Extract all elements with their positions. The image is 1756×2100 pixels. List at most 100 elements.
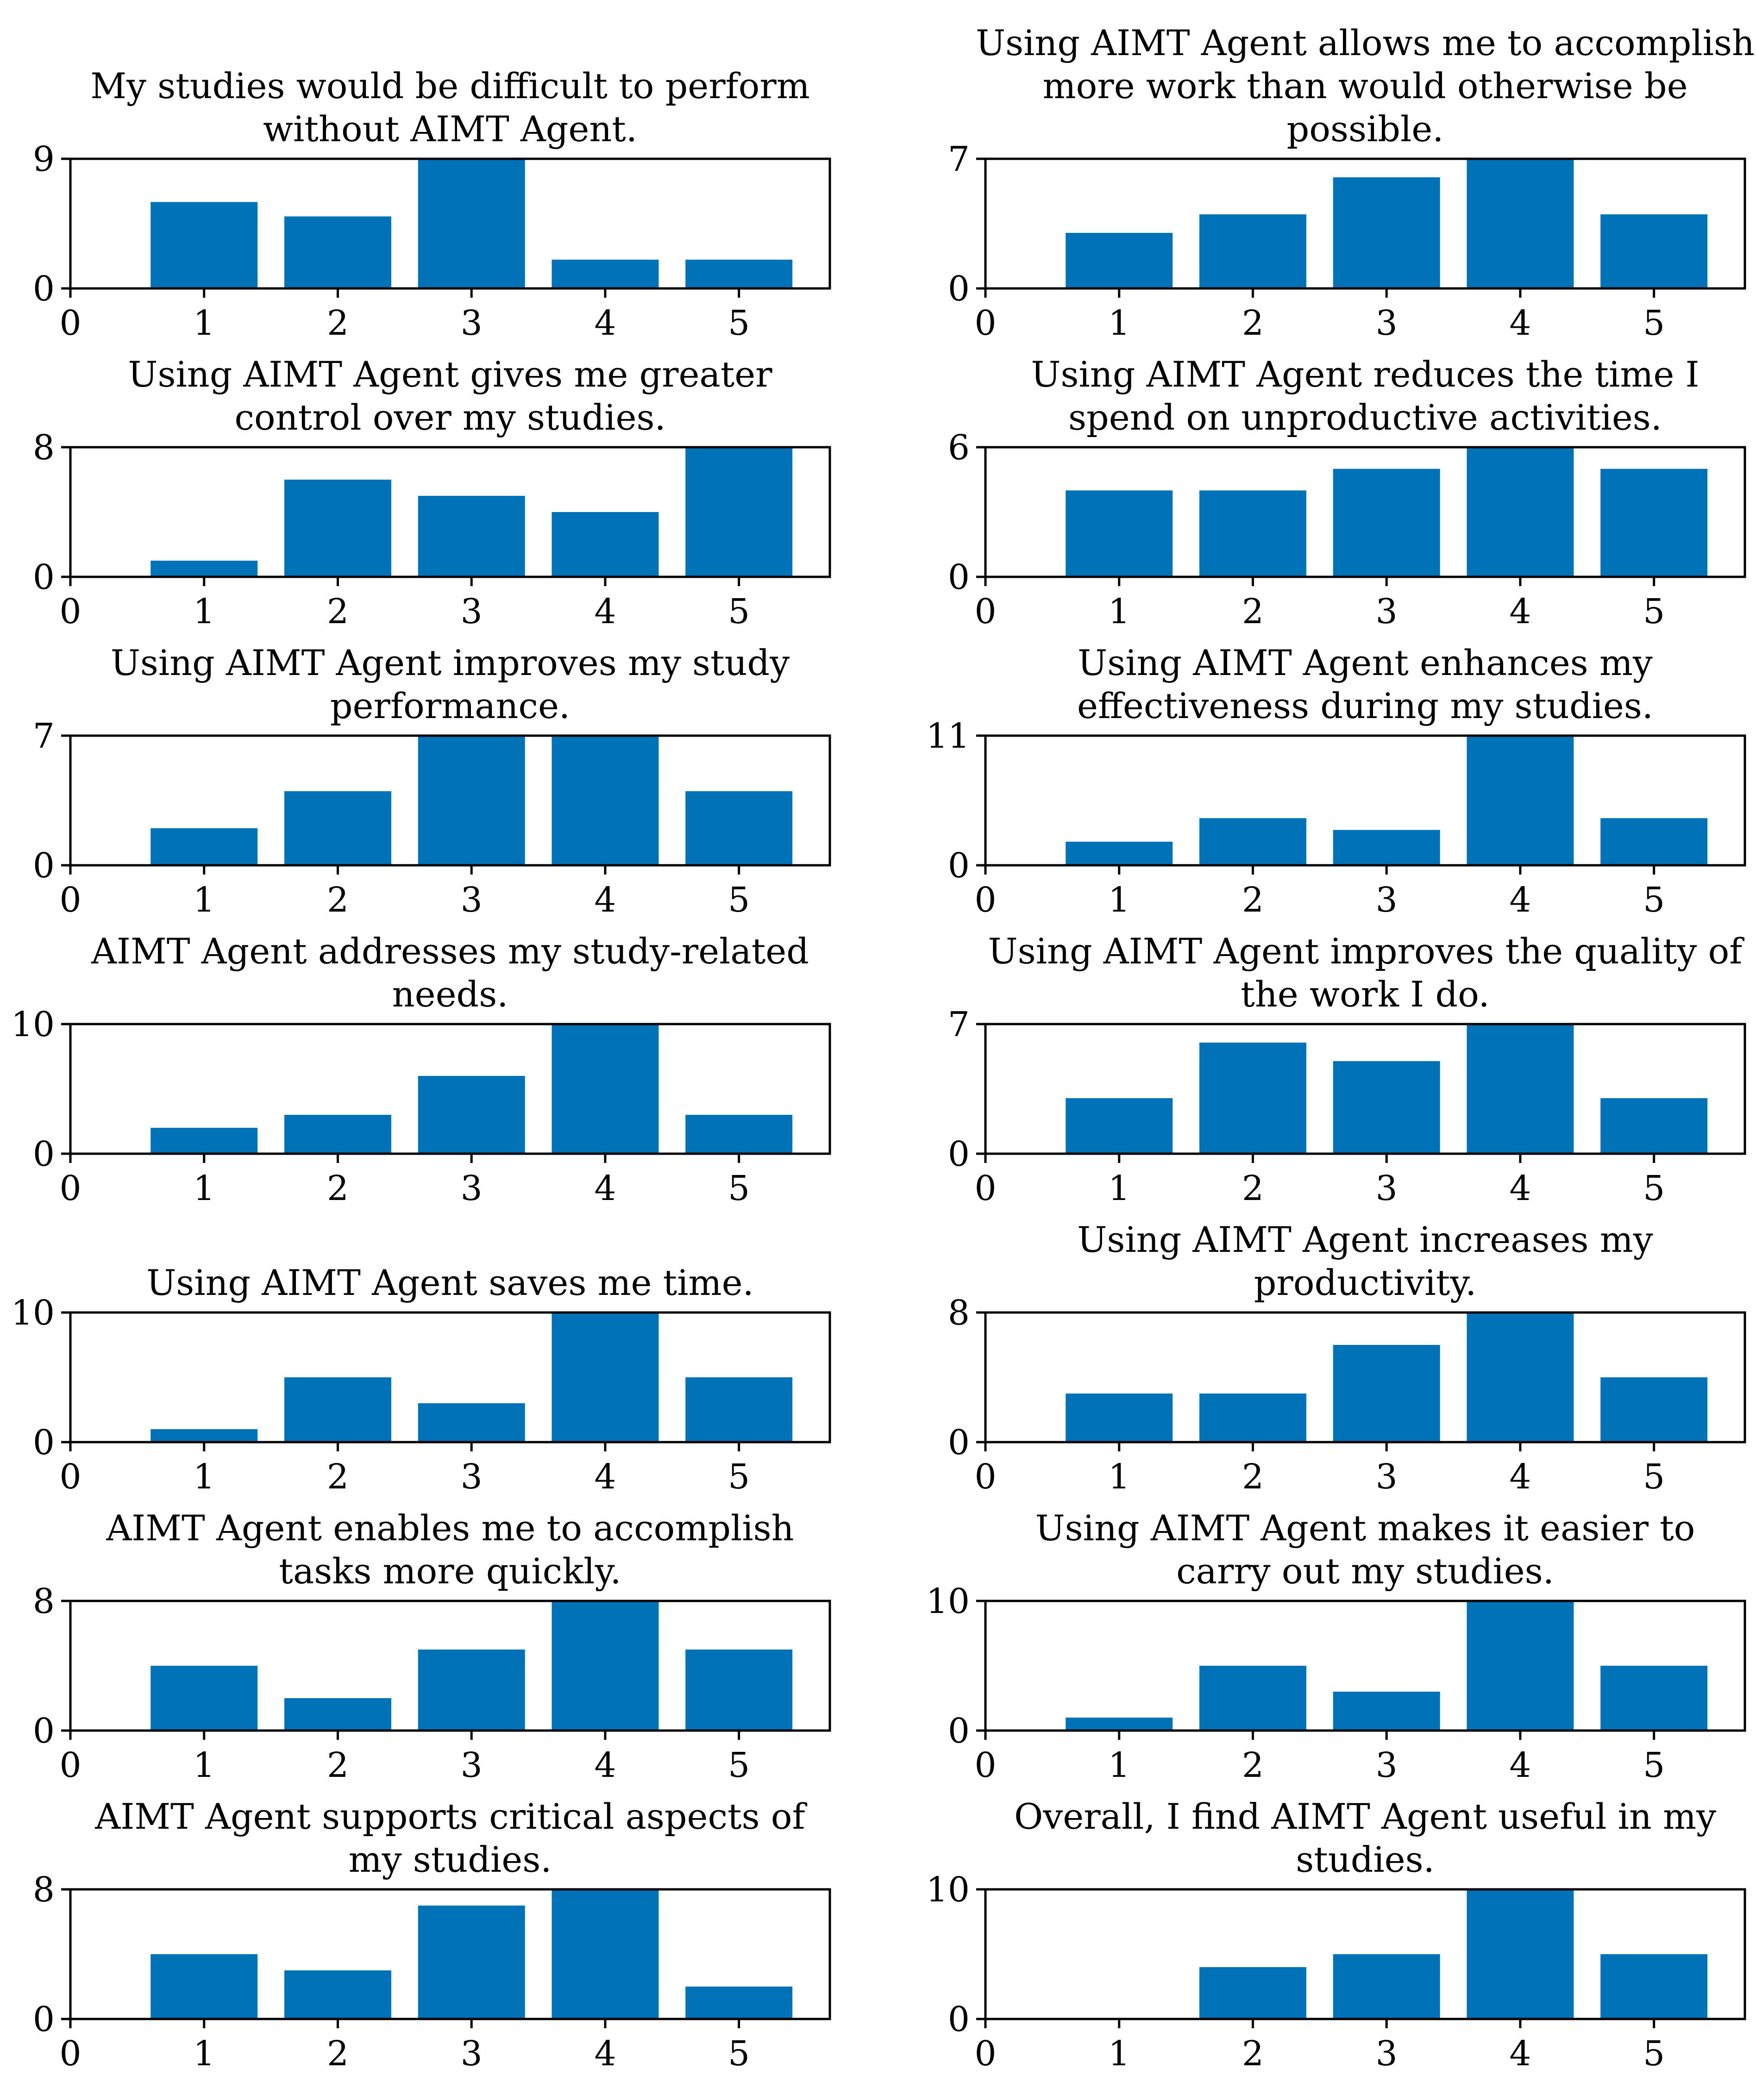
x-tick-label: 1: [1108, 1745, 1130, 1785]
bar-category-4: [1467, 1312, 1574, 1442]
bar-category-4: [552, 1312, 659, 1442]
chart-title-line: Using AIMT Agent enhances my: [1078, 642, 1653, 683]
chart-panel-13: AIMT Agent supports critical aspects ofm…: [33, 1796, 831, 2074]
chart-panel-10: Using AIMT Agent increases myproductivit…: [948, 1219, 1746, 1497]
chart-panel-7: AIMT Agent addresses my study-relatednee…: [11, 931, 831, 1208]
bar-category-3: [1333, 177, 1440, 288]
bar-category-4: [1467, 1889, 1574, 2019]
bar-category-1: [151, 1666, 258, 1731]
chart-title-line: spend on unproductive activities.: [1068, 397, 1662, 438]
chart-title-line: performance.: [330, 685, 570, 726]
x-tick-label: 2: [1242, 303, 1264, 343]
x-tick-label: 1: [193, 303, 215, 343]
x-tick-label: 1: [193, 1745, 215, 1785]
x-tick-label: 3: [1376, 880, 1398, 920]
bar-category-4: [1467, 1601, 1574, 1731]
chart-panel-5: Using AIMT Agent improves my studyperfor…: [33, 642, 831, 920]
x-tick-label: 4: [1509, 1169, 1531, 1208]
bar-category-5: [1600, 1666, 1708, 1731]
y-tick-label: 10: [926, 1581, 970, 1621]
bar-category-1: [1066, 1394, 1173, 1442]
bar-category-2: [284, 1377, 391, 1442]
y-tick-label: 10: [11, 1005, 55, 1044]
bar-category-1: [1066, 842, 1173, 865]
bar-category-2: [284, 1115, 391, 1154]
chart-panel-2: Using AIMT Agent allows me to accomplish…: [948, 22, 1755, 343]
chart-title-line: effectiveness during my studies.: [1077, 685, 1653, 726]
chart-title-line: needs.: [392, 974, 508, 1015]
x-tick-label: 4: [1509, 1457, 1531, 1497]
bar-category-2: [284, 791, 391, 865]
axes-frame: [984, 1600, 1746, 1732]
x-tick-label: 2: [1242, 1169, 1264, 1208]
bar-category-2: [284, 216, 391, 288]
x-tick-label: 0: [974, 1169, 996, 1208]
x-tick-label: 3: [461, 1745, 483, 1785]
chart-title-line: Using AIMT Agent saves me time.: [146, 1262, 753, 1303]
chart-panel-8: Using AIMT Agent improves the quality of…: [948, 931, 1746, 1208]
axes-frame: [69, 1600, 831, 1732]
axes-frame: [69, 734, 831, 867]
x-tick-label: 5: [728, 592, 750, 631]
y-tick-label: 0: [948, 1134, 970, 1174]
x-tick-label: 3: [461, 2034, 483, 2074]
chart-panel-4: Using AIMT Agent reduces the time Ispend…: [948, 354, 1746, 631]
bar-category-3: [418, 1403, 525, 1442]
x-tick-label: 5: [728, 1169, 750, 1208]
x-tick-label: 4: [594, 1457, 616, 1497]
bar-category-3: [1333, 830, 1440, 865]
y-tick-label: 6: [948, 428, 970, 468]
chart-title-line: Using AIMT Agent improves my study: [111, 642, 790, 683]
y-tick-label: 0: [948, 1711, 970, 1751]
bar-category-1: [151, 1128, 258, 1154]
bar-category-4: [552, 1024, 659, 1154]
x-tick-label: 0: [59, 1169, 81, 1208]
bar-category-3: [1333, 1692, 1440, 1731]
x-tick-label: 3: [1376, 303, 1398, 343]
bar-category-2: [1199, 818, 1306, 865]
axes-frame: [69, 1888, 831, 2020]
x-tick-label: 0: [974, 1745, 996, 1785]
bar-category-1: [1066, 1098, 1173, 1154]
x-tick-label: 0: [974, 592, 996, 631]
bar-category-2: [1199, 490, 1306, 577]
x-tick-label: 4: [1509, 880, 1531, 920]
chart-panel-14: Overall, I find AIMT Agent useful in mys…: [926, 1796, 1746, 2074]
bar-category-1: [151, 561, 258, 577]
x-tick-label: 4: [594, 592, 616, 631]
chart-title-line: AIMT Agent enables me to accomplish: [106, 1507, 794, 1549]
bar-category-5: [685, 259, 793, 288]
x-tick-label: 5: [1643, 2034, 1665, 2074]
bar-category-4: [552, 1889, 659, 2019]
x-tick-label: 3: [1376, 1169, 1398, 1208]
bar-category-3: [418, 736, 525, 865]
axes-frame: [69, 446, 831, 578]
x-tick-label: 1: [1108, 880, 1130, 920]
y-tick-label: 7: [948, 139, 970, 179]
x-tick-label: 0: [59, 880, 81, 920]
y-tick-label: 0: [33, 557, 55, 597]
chart-panel-11: AIMT Agent enables me to accomplishtasks…: [33, 1507, 831, 1785]
bar-category-5: [685, 1650, 793, 1731]
x-tick-label: 1: [193, 2034, 215, 2074]
y-tick-label: 8: [948, 1293, 970, 1333]
chart-title-line: more work than would otherwise be: [1042, 65, 1687, 106]
bar-category-5: [1600, 1377, 1708, 1442]
x-tick-label: 4: [594, 2034, 616, 2074]
chart-panel-1: My studies would be difficult to perform…: [33, 65, 831, 343]
bar-category-2: [1199, 1394, 1306, 1442]
bar-category-5: [685, 791, 793, 865]
chart-panel-3: Using AIMT Agent gives me greatercontrol…: [33, 354, 831, 631]
chart-title-line: the work I do.: [1241, 974, 1489, 1015]
x-tick-label: 0: [974, 1457, 996, 1497]
y-tick-label: 0: [948, 1423, 970, 1462]
x-tick-label: 2: [1242, 1745, 1264, 1785]
chart-title-line: Overall, I find AIMT Agent useful in my: [1014, 1796, 1716, 1837]
y-tick-label: 0: [33, 2000, 55, 2039]
x-tick-label: 0: [974, 2034, 996, 2074]
bar-category-1: [1066, 1718, 1173, 1731]
x-tick-label: 3: [461, 303, 483, 343]
x-tick-label: 5: [728, 2034, 750, 2074]
x-tick-label: 3: [461, 592, 483, 631]
x-tick-label: 3: [461, 880, 483, 920]
